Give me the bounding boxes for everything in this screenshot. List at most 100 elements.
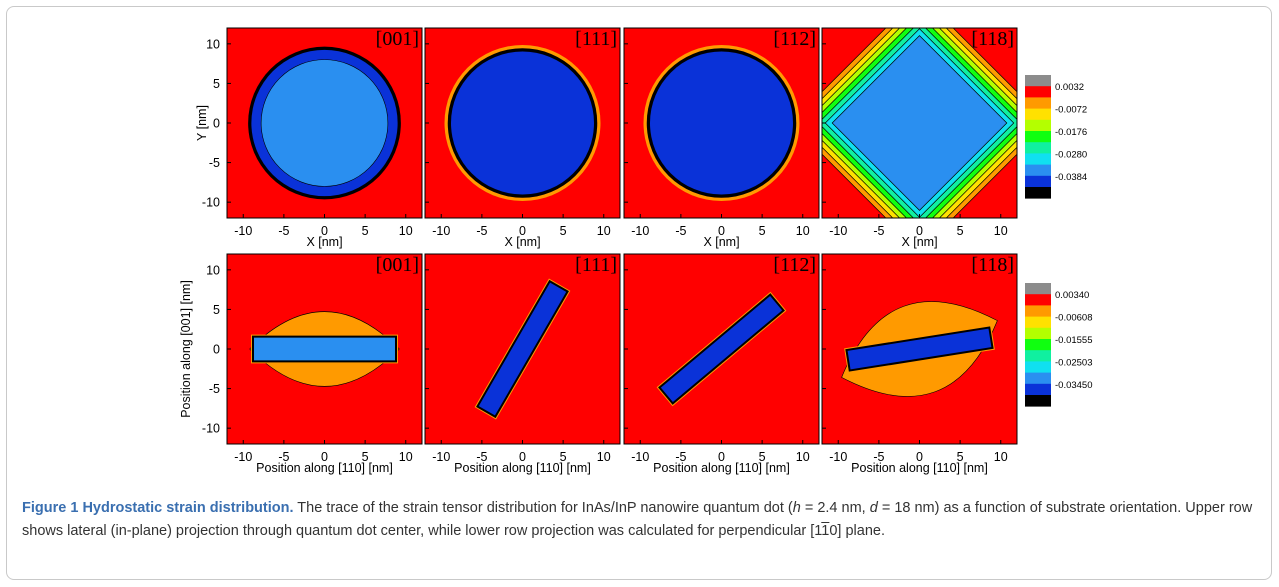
x-axis-label: Position along [110] [nm]	[653, 461, 790, 475]
figure-frame	[6, 6, 1272, 580]
colorbar-cell	[1025, 108, 1051, 121]
colorbar-label: -0.0072	[1055, 105, 1087, 116]
figure-caption: Figure 1 Hydrostatic strain distribution…	[22, 497, 1254, 543]
colorbar-cell	[1025, 383, 1051, 396]
panel-label: [001]	[376, 254, 419, 276]
panel-label: [111]	[575, 28, 617, 50]
caption-h-var: h	[792, 500, 801, 516]
colorbar-cell	[1025, 372, 1051, 385]
qd-bar-core	[478, 282, 567, 416]
panel-label: [112]	[773, 254, 816, 276]
x-tick-label: 5	[759, 450, 766, 464]
colorbar-cell	[1025, 316, 1051, 329]
x-axis-label: X [nm]	[901, 235, 937, 249]
x-tick-label: 10	[796, 450, 810, 464]
colorbar-cell	[1025, 294, 1051, 306]
y-tick-label: 10	[206, 263, 220, 277]
panel-content	[444, 45, 601, 201]
colorbar-cell	[1025, 187, 1051, 199]
panel-content	[248, 46, 401, 200]
qd-bar	[656, 291, 787, 407]
x-tick-label: 5	[362, 450, 369, 464]
x-tick-label: -10	[432, 224, 450, 238]
colorbar-cell	[1025, 75, 1051, 87]
x-tick-label: 5	[957, 224, 964, 238]
x-tick-label: 0	[916, 224, 923, 238]
panel-content	[822, 28, 1017, 218]
colorbar-label: -0.01555	[1055, 335, 1093, 346]
colorbar-cell	[1025, 153, 1051, 165]
colorbar-cell	[1025, 164, 1051, 177]
panel-bottom-0: [001] -10 -5 0 5 10 10 5 0 -5 -10 Position along [1…	[202, 253, 423, 475]
panel-label: [112]	[773, 28, 816, 50]
colorbar-label: -0.0384	[1055, 172, 1087, 183]
panel-top-3: [118] -10 -5 0 5 10 X [nm]	[821, 27, 1018, 249]
colorbar-cell	[1025, 395, 1051, 407]
x-axis-label: Position along [110] [nm]	[256, 461, 393, 475]
colorbar-cell	[1025, 305, 1051, 317]
x-tick-label: 10	[399, 450, 413, 464]
x-tick-label: 0	[718, 224, 725, 238]
y-tick-label: -5	[209, 382, 220, 396]
x-axis-label: Position along [110] [nm]	[454, 461, 591, 475]
x-axis-label: Position along [110] [nm]	[851, 461, 988, 475]
panel-content	[841, 301, 998, 397]
x-tick-label: -5	[675, 450, 686, 464]
x-tick-label: -10	[432, 450, 450, 464]
qd-diamond	[822, 28, 1017, 218]
colorbar-label: -0.0176	[1055, 127, 1087, 138]
colorbar-label: -0.00608	[1055, 313, 1093, 324]
x-tick-label: 5	[759, 224, 766, 238]
x-tick-label: -5	[278, 224, 289, 238]
x-tick-label: 10	[994, 450, 1008, 464]
y-tick-label: 5	[213, 303, 220, 317]
y-tick-label: -5	[209, 156, 220, 170]
caption-h-val: = 2.4 nm,	[800, 500, 870, 516]
x-tick-label: 5	[560, 224, 567, 238]
x-tick-label: -5	[873, 450, 884, 464]
panel-bottom-1: [111] -10 -5 0 5 10 Position along [110] [nm]	[424, 253, 621, 475]
x-tick-label: 5	[362, 224, 369, 238]
qd-bar	[474, 278, 571, 420]
x-axis-label: X [nm]	[504, 235, 540, 249]
x-tick-label: -5	[476, 450, 487, 464]
panel-label: [118]	[971, 28, 1014, 50]
x-tick-label: 5	[560, 450, 567, 464]
caption-label: Figure 1	[22, 500, 79, 516]
y-axis-label: Y [nm]	[195, 105, 209, 141]
x-tick-label: -10	[829, 450, 847, 464]
qd-core	[451, 51, 594, 195]
colorbar-cell	[1025, 327, 1051, 340]
colorbar-cell	[1025, 142, 1051, 154]
y-tick-label: 0	[213, 343, 220, 357]
qd-core	[650, 51, 793, 195]
qd-bar-core	[660, 296, 783, 402]
colorbar-cell	[1025, 86, 1051, 98]
x-tick-label: 10	[597, 224, 611, 238]
x-tick-label: 0	[519, 450, 526, 464]
qd-bar	[844, 325, 995, 373]
panel-top-0: [001] -10 -5 0 5 10 10 5 0 -5 -10 X [nm]	[202, 27, 423, 249]
y-tick-label: 0	[213, 117, 220, 131]
caption-title: Hydrostatic strain distribution.	[82, 500, 294, 516]
colorbar-cell	[1025, 283, 1051, 295]
y-tick-label: -10	[202, 422, 220, 436]
qd-bar	[251, 334, 398, 364]
x-tick-label: 5	[957, 450, 964, 464]
y-tick-label: 10	[206, 37, 220, 51]
y-axis-label: Position along [001] [nm]	[179, 280, 193, 418]
panel-top-2: [112] -10 -5 0 5 10 X [nm]	[623, 27, 820, 249]
x-tick-label: 0	[321, 224, 328, 238]
panel-content	[643, 45, 800, 201]
x-tick-label: -5	[476, 224, 487, 238]
x-tick-label: -10	[631, 224, 649, 238]
caption-text-2: = 18 nm) as a function of substrate orie…	[22, 500, 1253, 539]
x-tick-label: -5	[675, 224, 686, 238]
x-tick-label: 10	[597, 450, 611, 464]
panel-top-1: [111] -10 -5 0 5 10 X [nm]	[424, 27, 621, 249]
colorbar-cell	[1025, 119, 1051, 132]
panel-bottom-3: [118] -10 -5 0 5 10 Position along [110] [nm]	[821, 253, 1018, 475]
qd-core	[831, 35, 1008, 211]
strain-figure: [001] -10 -5 0 5 10 10 5 0 -5 -10 X [nm] [111] -10 -5 0…	[179, 27, 1093, 475]
y-tick-label: 5	[213, 77, 220, 91]
